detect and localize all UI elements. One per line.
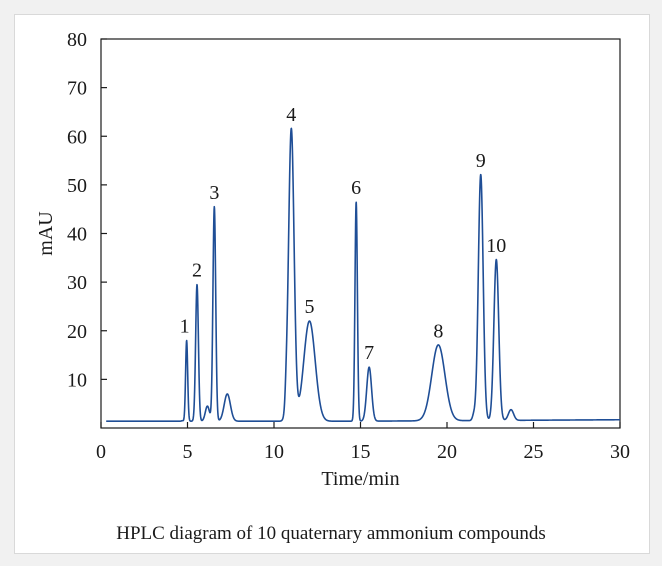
y-axis-label: mAU	[35, 211, 57, 256]
y-tick-label: 60	[67, 126, 87, 148]
chromatogram-trace	[105, 127, 621, 422]
x-tick-label: 0	[96, 441, 106, 463]
y-tick-label: 10	[67, 369, 87, 391]
y-tick-label: 50	[67, 175, 87, 197]
peak-label-2: 2	[192, 260, 202, 282]
x-tick-label: 30	[610, 441, 630, 463]
y-tick-label: 40	[67, 224, 87, 246]
peak-label-7: 7	[364, 342, 374, 364]
y-tick-label: 30	[67, 272, 87, 294]
x-tick-label: 5	[183, 441, 193, 463]
y-tick-label: 80	[67, 29, 87, 51]
x-tick-label: 15	[351, 441, 371, 463]
peak-label-4: 4	[286, 104, 296, 126]
peak-label-5: 5	[304, 296, 314, 318]
peak-label-9: 9	[476, 150, 486, 172]
x-tick-label: 20	[437, 441, 457, 463]
hplc-chart: 0 5 10 15 20 25 30 10 20 30 40 50 60 70 80 1 2 3 4 5 6 7 8 9 10…	[35, 29, 630, 490]
x-tick-label: 10	[264, 441, 284, 463]
peak-label-1: 1	[180, 315, 190, 337]
peak-label-6: 6	[351, 177, 361, 199]
plot-area-frame	[100, 38, 621, 429]
x-tick-label: 25	[524, 441, 544, 463]
peak-label-3: 3	[209, 182, 219, 204]
peak-label-8: 8	[433, 320, 443, 342]
y-tick-label: 70	[67, 78, 87, 100]
figure-caption: HPLC diagram of 10 quaternary ammonium c…	[116, 523, 546, 544]
y-tick-label: 20	[67, 321, 87, 343]
peak-label-10: 10	[486, 235, 506, 257]
figure-frame	[14, 14, 650, 554]
x-axis-label: Time/min	[321, 468, 399, 490]
peak-labels: 1 2 3 4 5 6 7 8 9 10	[180, 104, 507, 364]
